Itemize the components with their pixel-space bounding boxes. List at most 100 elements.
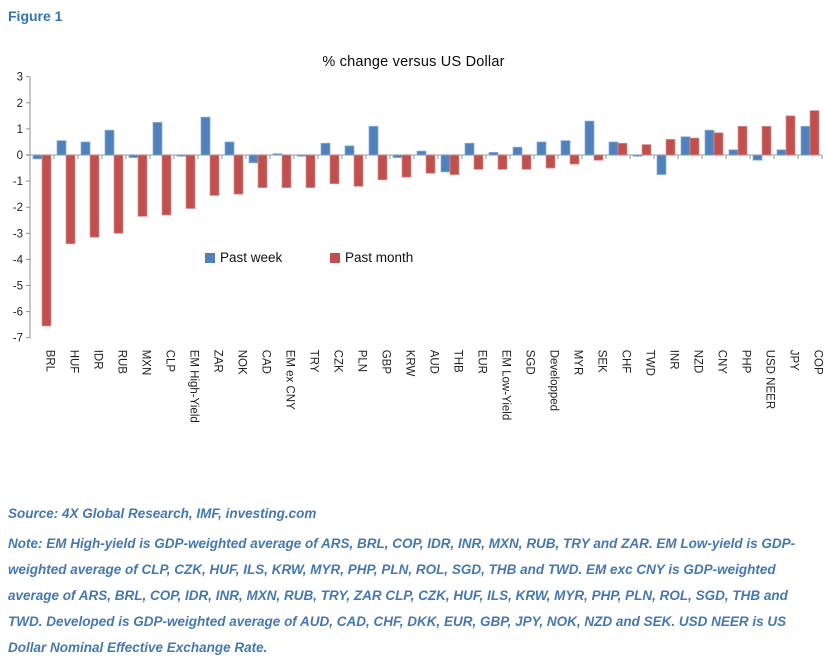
x-tick-label: AUD <box>428 350 440 374</box>
x-tick-label: ZAR <box>212 350 224 373</box>
source-text: Source: 4X Global Research, IMF, investi… <box>8 506 317 521</box>
bar-past-week-em-ex-cny <box>272 153 283 156</box>
x-tick-label: PLN <box>356 350 368 372</box>
legend-swatch-past-month <box>330 253 340 263</box>
bar-past-month-rub <box>113 154 124 234</box>
bar-past-week-chf <box>608 141 619 156</box>
bar-past-week-usd-neer <box>752 154 763 161</box>
bar-past-week-aud <box>416 150 427 156</box>
note-text: Note: EM High-yield is GDP-weighted aver… <box>8 536 796 655</box>
bar-past-month-em-ex-cny <box>281 154 292 188</box>
bar-past-month-clp <box>161 154 172 216</box>
x-tick-label: TWD <box>644 350 656 376</box>
bar-chart: 3 2 1 0 -1 -2 -3 -4 -5 -6 -7 BRL HUF IDR RUB MXN CLP EM H… <box>0 34 827 494</box>
bar-past-week-nzd <box>680 136 691 156</box>
chart-canvas: 3 2 1 0 -1 -2 -3 -4 -5 -6 -7 BRL HUF IDR RUB MXN CLP EM H… <box>13 72 824 423</box>
bar-past-month-nok <box>233 154 244 195</box>
bar-past-week-nok <box>224 141 235 156</box>
x-tick-label: SEK <box>596 350 608 373</box>
y-axis: 3 2 1 0 -1 -2 -3 -4 -5 -6 -7 <box>13 72 31 345</box>
x-tick-label: CAD <box>260 350 272 374</box>
bar-past-month-cad <box>257 154 268 188</box>
bar-past-month-brl <box>41 154 52 327</box>
bar-past-month-myr <box>569 154 580 165</box>
x-axis <box>29 155 823 159</box>
x-tick-label: EUR <box>476 350 488 374</box>
y-tick-label: -1 <box>13 176 23 188</box>
bar-past-month-chf <box>617 142 628 156</box>
x-tick-label: Developped <box>548 350 560 411</box>
x-tick-label: USD NEER <box>764 350 776 409</box>
legend: Past week Past month <box>205 250 413 265</box>
bar-past-week-huf <box>56 140 67 156</box>
bar-past-month-mxn <box>137 154 148 217</box>
x-tick-label: COP <box>812 350 824 375</box>
x-tick-label: SGD <box>524 350 536 375</box>
x-tick-label: INR <box>668 350 680 370</box>
y-tick-label: 3 <box>17 72 23 84</box>
bar-past-week-cny <box>704 129 715 156</box>
bar-past-week-thb <box>440 154 451 173</box>
bar-past-month-huf <box>65 154 76 245</box>
bar-past-week-myr <box>560 140 571 156</box>
x-tick-label: KRW <box>404 350 416 377</box>
bars <box>32 110 820 327</box>
bar-past-week-sgd <box>512 146 523 156</box>
x-tick-label: JPY <box>788 350 800 371</box>
bar-past-week-inr <box>656 154 667 175</box>
bar-past-week-sek <box>584 120 595 156</box>
x-tick-labels: BRL HUF IDR RUB MXN CLP EM High-Yield ZAR NOK CAD… <box>44 350 824 423</box>
x-tick-label: CNY <box>716 350 728 375</box>
x-tick-label: PHP <box>740 350 752 374</box>
x-tick-label: IDR <box>92 350 104 370</box>
bar-past-month-cny <box>713 132 724 156</box>
bar-past-week-em-low-yield <box>488 152 499 156</box>
bar-past-month-sek <box>593 154 604 161</box>
x-tick-label: BRL <box>44 350 56 373</box>
bar-past-month-usd-neer <box>761 125 772 156</box>
x-tick-label: CZK <box>332 350 344 373</box>
x-tick-label: HUF <box>68 350 80 374</box>
bar-past-week-zar <box>200 116 211 156</box>
bar-past-week-try <box>296 154 307 157</box>
y-tick-label: -5 <box>13 281 23 293</box>
bar-past-month-sgd <box>521 154 532 170</box>
chart-title: % change versus US Dollar <box>322 54 505 70</box>
bar-past-month-developped <box>545 154 556 169</box>
legend-label: Past week <box>220 250 283 265</box>
bar-past-month-jpy <box>785 115 796 156</box>
x-tick-label: EM ex CNY <box>284 350 296 410</box>
x-tick-label: THB <box>452 350 464 373</box>
bar-past-month-pln <box>353 154 364 187</box>
y-tick-label: 2 <box>17 98 23 110</box>
y-tick-label: -7 <box>13 333 23 345</box>
x-tick-label: NZD <box>692 350 704 374</box>
legend-label: Past month <box>345 250 413 265</box>
bar-past-month-inr <box>665 138 676 156</box>
bar-past-week-em-high-yield <box>176 154 187 157</box>
bar-past-week-brl <box>32 154 43 160</box>
x-tick-label: NOK <box>236 350 248 375</box>
x-tick-label: MYR <box>572 350 584 376</box>
bar-past-week-php <box>728 149 739 156</box>
bar-past-week-cop <box>800 125 811 156</box>
bar-past-week-czk <box>320 142 331 156</box>
x-tick-label: CHF <box>620 350 632 374</box>
legend-item-past-month: Past month <box>330 250 413 265</box>
y-tick-label: -2 <box>13 202 23 214</box>
bar-past-week-jpy <box>776 149 787 156</box>
figure-label: Figure 1 <box>8 8 63 24</box>
bar-past-month-idr <box>89 154 100 238</box>
bar-past-week-cad <box>248 154 259 164</box>
x-tick-label: MXN <box>140 350 152 376</box>
bar-past-month-czk <box>329 154 340 185</box>
bar-past-week-gbp <box>368 125 379 156</box>
bar-past-month-try <box>305 154 316 188</box>
bar-past-month-aud <box>425 154 436 174</box>
bar-past-month-twd <box>641 144 652 156</box>
bar-past-month-eur <box>473 154 484 170</box>
bar-past-month-nzd <box>689 137 700 156</box>
bar-past-week-rub <box>104 129 115 156</box>
bar-past-month-em-low-yield <box>497 154 508 170</box>
